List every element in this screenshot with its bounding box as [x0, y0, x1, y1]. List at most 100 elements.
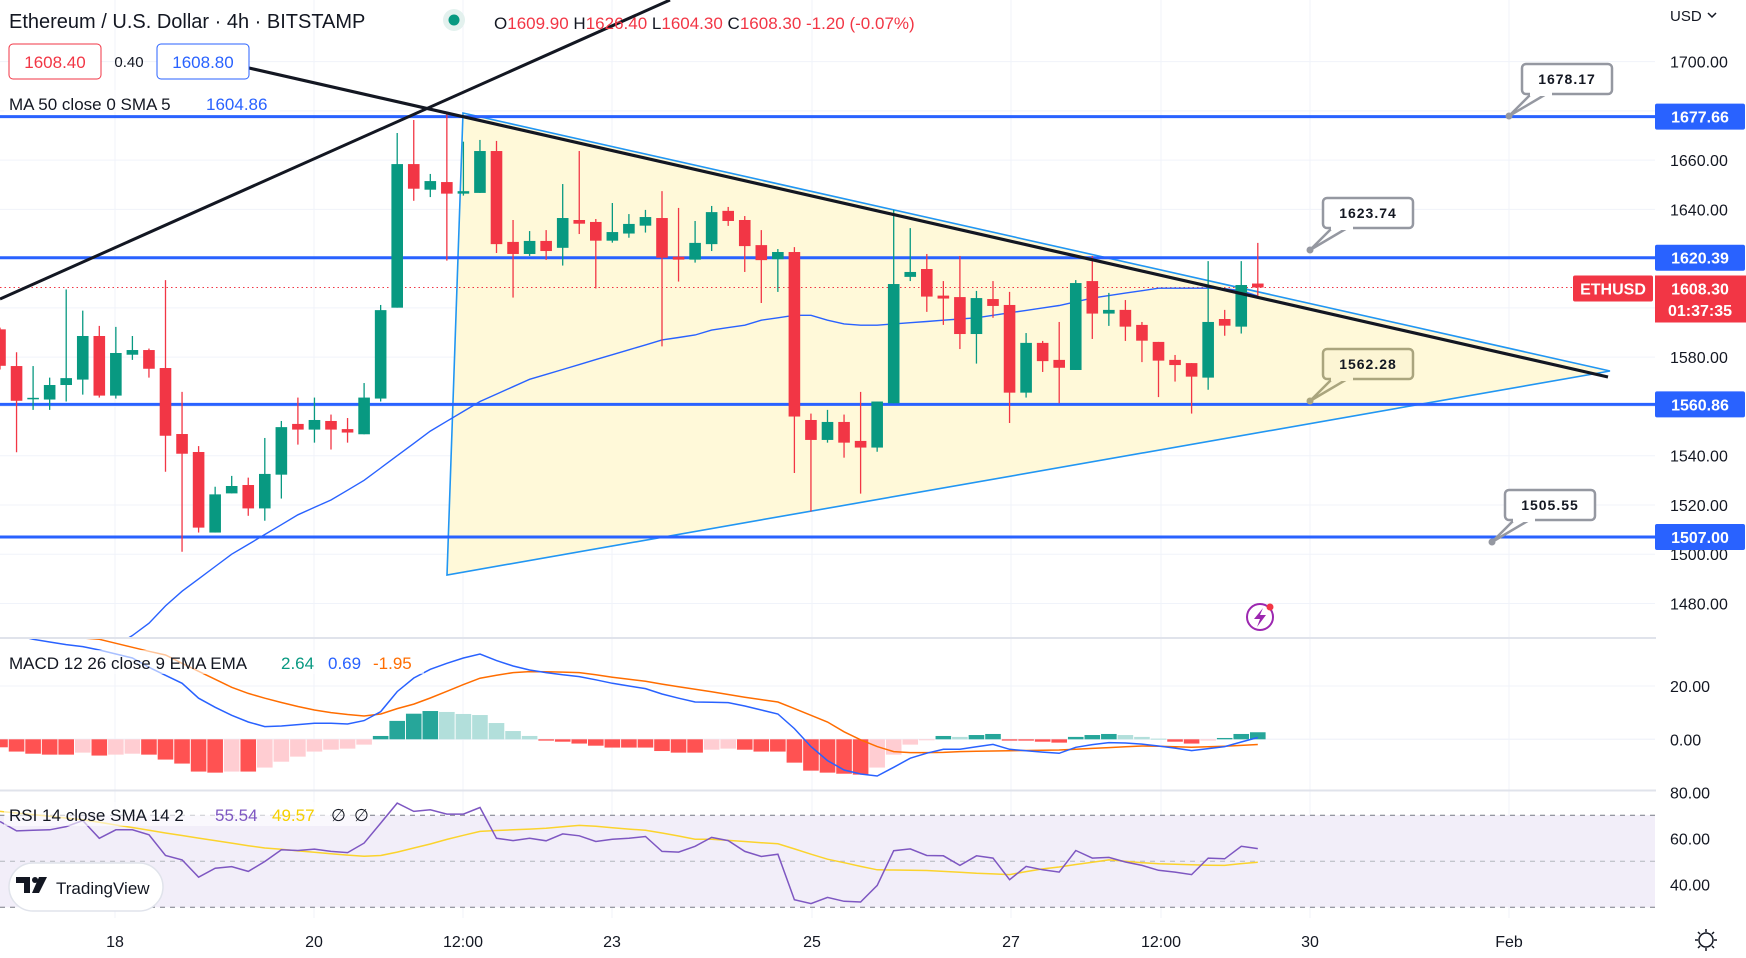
candle: [1020, 333, 1032, 398]
macd-histogram-bar: [439, 711, 455, 740]
time-tick-label: 30: [1301, 934, 1319, 951]
candle: [259, 437, 271, 521]
symbol-title[interactable]: Ethereum / U.S. Dollar · 4h · BITSTAMP: [9, 11, 365, 33]
candle: [805, 413, 817, 512]
settings-icon[interactable]: [1695, 929, 1717, 951]
macd-histogram-bar: [1018, 739, 1034, 741]
macd-histogram-bar: [223, 739, 240, 772]
buy-button[interactable]: [156, 43, 250, 80]
low-value: 1604.30: [661, 14, 722, 33]
candle-body: [573, 219, 586, 224]
candle-body: [209, 494, 221, 533]
chevron-down-icon[interactable]: [1707, 12, 1717, 19]
macd-histogram-bar: [621, 739, 637, 748]
candle-body: [126, 350, 139, 355]
sell-button[interactable]: [8, 43, 102, 80]
macd-legend[interactable]: MACD 12 26 close 9 EMA EMA 2.64 0.69 -1.…: [4, 650, 424, 674]
candle-body: [1252, 283, 1264, 288]
currency-selector[interactable]: USD: [1670, 8, 1702, 25]
rsi-extra-2: ∅: [354, 806, 369, 825]
callout-text: 1562.28: [1339, 356, 1397, 372]
macd-histogram-bar: [1084, 735, 1101, 740]
candle: [722, 206, 734, 226]
candle: [1069, 280, 1082, 370]
candle-body: [1020, 342, 1032, 393]
candle-body: [838, 421, 850, 443]
macd-histogram-bar: [770, 739, 786, 752]
spread-value: 0.40: [114, 54, 143, 71]
rsi-value: 55.54: [215, 806, 258, 825]
callout-1562[interactable]: 1562.28: [1306, 347, 1415, 405]
candle-body: [1185, 363, 1198, 377]
callout-tail-joint: [1331, 224, 1353, 230]
candle: [76, 310, 89, 395]
macd-histogram-bar: [1167, 739, 1183, 742]
macd-histogram-bar: [1216, 737, 1233, 740]
time-tick-label: 20: [305, 934, 323, 951]
callout-1678[interactable]: 1678.17: [1505, 62, 1614, 120]
price-axis[interactable]: [1656, 0, 1746, 958]
tradingview-badge[interactable]: TradingView: [8, 862, 164, 912]
candle-body: [1086, 281, 1099, 314]
candle-body: [143, 350, 155, 369]
candle: [209, 486, 221, 533]
candle-body: [904, 271, 917, 277]
price-tick-label: 1660.00: [1670, 153, 1728, 170]
callout-tail-joint: [1331, 375, 1353, 381]
macd-histogram-bar: [273, 739, 290, 762]
trendline-descending[interactable]: [248, 66, 1609, 379]
price-tick-label: 1580.00: [1670, 350, 1728, 367]
candle: [954, 255, 966, 350]
callout-1623[interactable]: 1623.74: [1306, 196, 1415, 254]
macd-histogram-bar: [505, 731, 521, 740]
candle: [490, 140, 503, 253]
candle: [374, 304, 387, 402]
candle: [573, 151, 586, 235]
ma-legend[interactable]: MA 50 close 0 SMA 5 1604.86: [4, 90, 280, 114]
candle-body: [76, 335, 89, 380]
level-price-label: [1655, 523, 1745, 550]
candle: [341, 418, 354, 443]
candle-body: [1069, 283, 1082, 370]
candle: [623, 214, 635, 238]
time-axis[interactable]: 18 20 12:00 23 25 27 12:00 30 Feb: [106, 934, 1523, 951]
macd-histogram-bar: [703, 739, 720, 750]
legend-bg: [4, 90, 280, 112]
lightning-icon[interactable]: [1246, 603, 1274, 631]
candle-body: [755, 245, 768, 261]
candle: [1136, 321, 1148, 363]
macd-histogram-bar: [670, 739, 687, 753]
buy-price: 1608.80: [172, 53, 233, 72]
candle: [292, 397, 304, 445]
candle: [705, 205, 718, 252]
macd-legend-label: MACD 12 26 close 9 EMA EMA: [9, 654, 248, 673]
candle-body: [424, 181, 437, 190]
macd-histogram-bar: [720, 739, 736, 749]
level-price-text: 1507.00: [1671, 530, 1729, 547]
candle: [10, 352, 23, 453]
candle-body: [341, 429, 354, 433]
candle-body: [540, 240, 552, 252]
candle-body: [259, 473, 271, 509]
level-price-label: [1655, 391, 1745, 418]
macd-histogram-bar: [1034, 739, 1051, 742]
macd-histogram-bar: [952, 736, 968, 740]
candle-body: [60, 378, 72, 386]
candle: [507, 219, 519, 298]
candle: [755, 230, 768, 303]
candle: [275, 420, 288, 499]
rsi-legend[interactable]: RSI 14 close SMA 14 2 55.54 49.57 ∅ ∅: [4, 802, 370, 826]
ohlc-readout: O1609.90 H1626.40 L1604.30 C1608.30 -1.2…: [494, 14, 915, 33]
candles: [0, 111, 1264, 552]
trendline-ascending[interactable]: [0, 0, 671, 301]
callout-1505[interactable]: 1505.55: [1488, 488, 1597, 546]
macd-histogram-bar: [58, 739, 74, 755]
candle: [143, 348, 155, 378]
callout-anchor: [1306, 246, 1314, 254]
candle-body: [871, 401, 883, 448]
callout-box: [1520, 62, 1614, 96]
macd-line-value: 0.69: [328, 654, 361, 673]
market-open-dot-icon: [448, 14, 460, 26]
candle: [126, 335, 139, 360]
